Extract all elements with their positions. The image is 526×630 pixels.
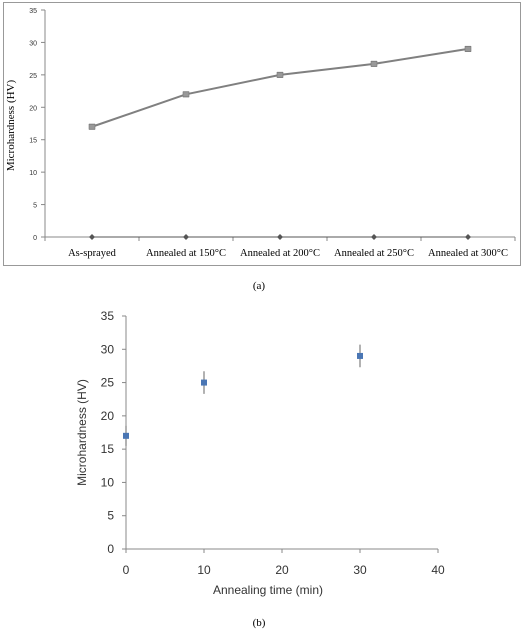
chart-a-series-1-point	[276, 72, 284, 78]
chart-a-caption: (a)	[253, 280, 266, 292]
chart-a-series-1-point	[370, 61, 378, 67]
chart-a-y-tick-label: 0	[33, 235, 37, 242]
chart-a-x-tick-label: Annealed at 150°C	[146, 248, 226, 259]
chart-a-series-2-point	[89, 234, 95, 240]
chart-a-series-1-line	[91, 47, 469, 128]
chart-a-x-tick-label: Annealed at 300°C	[428, 248, 508, 259]
chart-b-point	[201, 379, 207, 386]
chart-b-y-tick-label: 10	[101, 475, 115, 489]
chart-b-x-tick-label: 10	[197, 563, 211, 577]
chart-a-x-tick-label: Annealed at 250°C	[334, 248, 414, 259]
chart-b-x-tick-label: 30	[353, 563, 367, 577]
chart-a-y-tick-label: 35	[29, 8, 37, 15]
chart-a-y-tick-label: 10	[29, 170, 37, 177]
chart-b-caption: (b)	[253, 617, 266, 629]
chart-b-y-tick-label: 20	[101, 409, 115, 423]
chart-a-frame	[3, 2, 521, 266]
chart-a-series-2-point	[465, 234, 471, 240]
chart-b-x-tick-label: 20	[275, 563, 289, 577]
chart-b-y-tick-label: 0	[107, 542, 114, 556]
chart-a-series-2-point	[371, 234, 377, 240]
chart-a-series-1-point	[464, 46, 472, 52]
chart-a-series-1-point	[182, 91, 190, 98]
chart-a-series-2-point	[277, 234, 283, 240]
chart-b-y-tick-label: 5	[107, 509, 114, 523]
chart-a-series-1-point	[88, 123, 96, 130]
chart-a-y-tick-label: 20	[29, 105, 37, 112]
chart-a-series-2-point	[183, 234, 189, 240]
chart-b-x-tick-label: 40	[431, 563, 445, 577]
chart-a-x-tick-label: Annealed at 200°C	[240, 248, 320, 259]
chart-a-y-tick-label: 25	[29, 73, 37, 80]
chart-b-y-axis-label: Microhardness (HV)	[75, 379, 89, 486]
chart-a-y-axis-label: Microhardness (HV)	[5, 79, 17, 171]
chart-a-y-tick-label: 30	[29, 40, 37, 47]
chart-b-x-tick-label: 0	[123, 563, 130, 577]
chart-b-point	[357, 352, 363, 359]
chart-a-y-tick-label: 5	[33, 203, 37, 210]
chart-b-y-tick-label: 30	[101, 342, 115, 356]
chart-b-point	[123, 432, 129, 439]
chart-b-y-tick-label: 35	[101, 309, 115, 323]
chart-a-y-tick-label: 15	[29, 138, 37, 145]
chart-b-y-tick-label: 25	[101, 376, 115, 390]
chart-b-y-tick-label: 15	[101, 442, 115, 456]
chart-b-x-axis-label: Annealing time (min)	[213, 583, 323, 597]
chart-a-x-tick-label: As-sprayed	[68, 248, 117, 259]
